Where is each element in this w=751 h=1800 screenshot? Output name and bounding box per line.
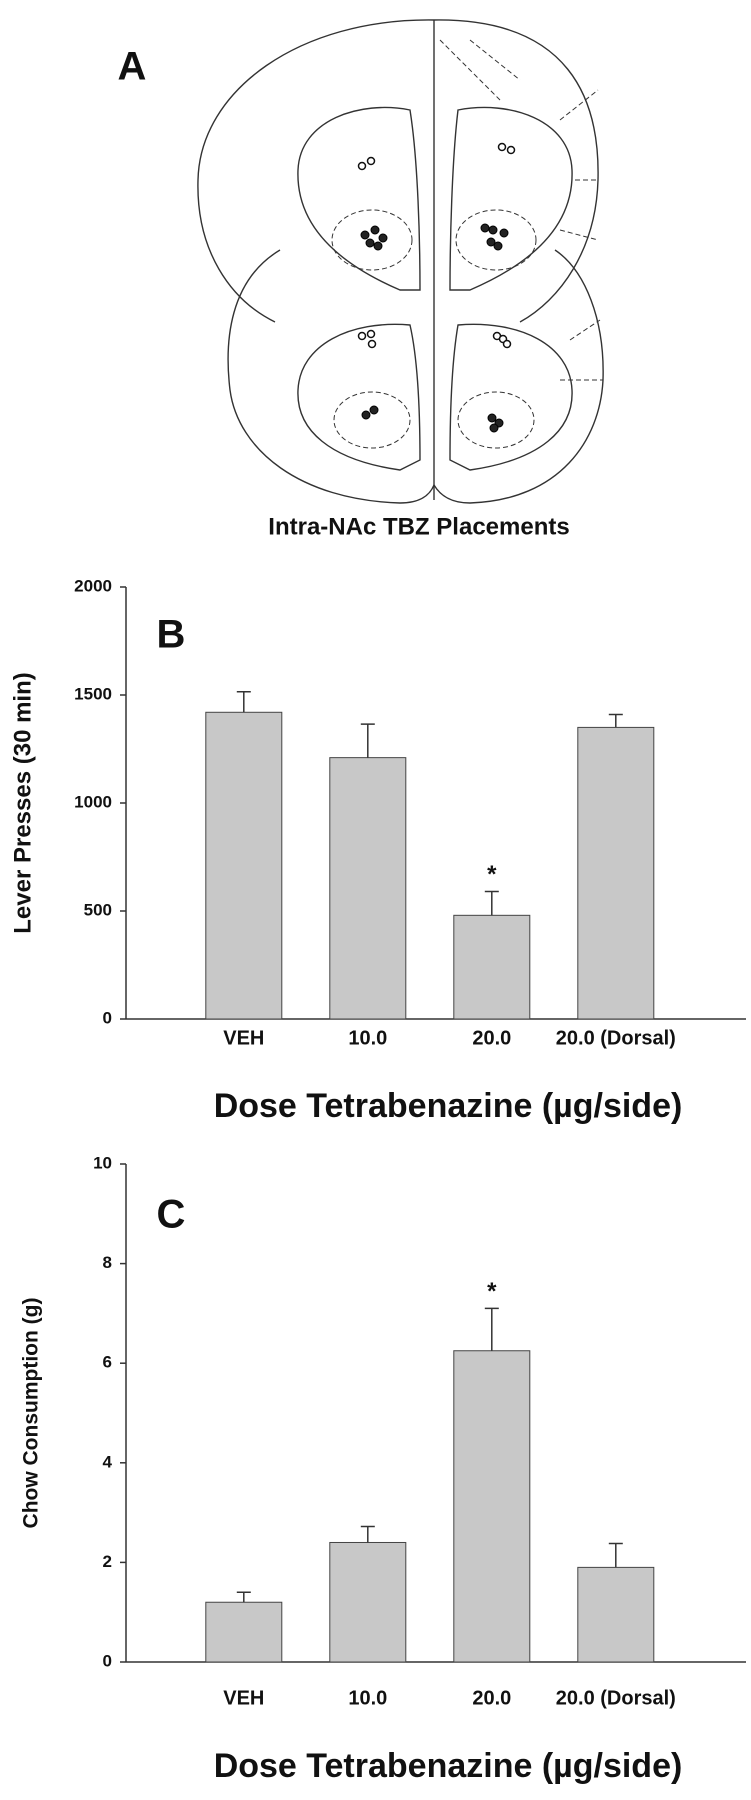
- cortex-lines: [439, 39, 603, 381]
- y-axis-label: Lever Presses (30 min): [9, 672, 36, 933]
- significance-marker: *: [487, 861, 497, 888]
- upper-section: [197, 19, 599, 323]
- error-bar: [236, 691, 251, 713]
- x-tick-label: 20.0 (Dorsal): [556, 1687, 676, 1709]
- left-ventricle-lower: [297, 323, 421, 471]
- right-nac-lower: [457, 391, 535, 449]
- y-tick-label: 4: [103, 1452, 113, 1471]
- y-tick-label: 8: [103, 1253, 112, 1272]
- bar: [329, 1541, 407, 1663]
- right-ventricle-upper: [449, 106, 573, 291]
- panel-label: B: [157, 613, 186, 657]
- placement-dots-open: [357, 142, 516, 349]
- y-tick-label: 2: [103, 1552, 112, 1571]
- y-tick-label: 2000: [74, 576, 112, 595]
- x-tick-label: 10.0: [348, 1687, 387, 1709]
- x-tick-label: 20.0: [472, 1027, 511, 1049]
- y-tick-label: 0: [103, 1651, 112, 1670]
- brain-diagram: [197, 19, 604, 504]
- x-axis-label: Dose Tetrabenazine (µg/side): [214, 1087, 683, 1125]
- error-bar: [360, 723, 375, 758]
- y-tick-label: 1500: [74, 684, 112, 703]
- error-bar: [484, 1307, 499, 1351]
- bar: [453, 1350, 531, 1663]
- error-bar: [608, 1542, 623, 1568]
- x-tick-label: VEH: [223, 1027, 264, 1049]
- right-nac-upper: [455, 209, 537, 271]
- y-tick-label: 500: [84, 900, 112, 919]
- left-nac-lower: [333, 391, 411, 449]
- caption: Intra-NAc TBZ Placements: [268, 513, 569, 540]
- bar: [205, 711, 283, 1020]
- lower-section: [227, 249, 604, 504]
- right-ventricle-lower: [449, 323, 573, 471]
- panel-label: A: [118, 45, 147, 89]
- bar: [577, 1566, 655, 1663]
- y-tick-label: 6: [103, 1353, 112, 1372]
- x-tick-label: 20.0: [472, 1687, 511, 1709]
- x-tick-label: VEH: [223, 1687, 264, 1709]
- error-bar: [484, 890, 499, 916]
- bar: [453, 914, 531, 1020]
- left-nac-upper: [331, 209, 413, 271]
- y-tick-label: 0: [103, 1008, 112, 1027]
- y-tick-label: 1000: [74, 792, 112, 811]
- left-ventricle-upper: [297, 106, 421, 291]
- x-tick-label: 20.0 (Dorsal): [556, 1027, 676, 1049]
- y-tick-label: 10: [93, 1153, 112, 1172]
- x-tick-label: 10.0: [348, 1027, 387, 1049]
- placement-dots-filled: [360, 223, 509, 433]
- x-axis-label: Dose Tetrabenazine (µg/side): [214, 1747, 683, 1785]
- error-bar: [608, 713, 623, 728]
- error-bar: [360, 1525, 375, 1543]
- bar: [329, 757, 407, 1020]
- bar: [577, 726, 655, 1020]
- bar: [205, 1601, 283, 1663]
- y-axis-label: Chow Consumption (g): [20, 1298, 43, 1529]
- error-bar: [236, 1591, 251, 1603]
- significance-marker: *: [487, 1278, 497, 1305]
- panel-label: C: [157, 1193, 186, 1237]
